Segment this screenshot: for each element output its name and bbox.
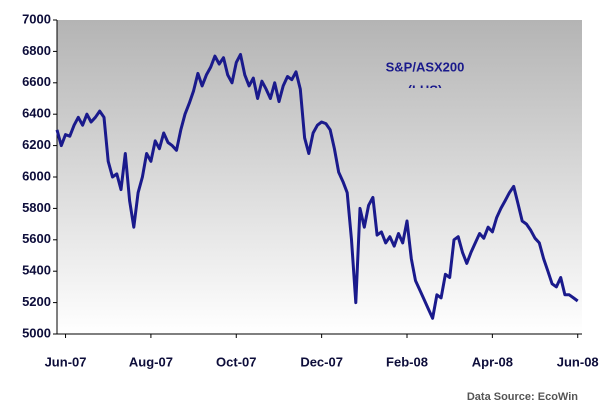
y-tick-label: 6400: [22, 106, 51, 121]
y-tick-label: 5200: [22, 294, 51, 309]
y-tick-label: 5000: [22, 325, 51, 340]
legend-label: S&P/ASX200: [386, 59, 465, 74]
x-tick-label: Jun-07: [45, 354, 87, 369]
plot-area: [57, 20, 582, 334]
x-tick-label: Jun-08: [557, 354, 599, 369]
y-tick-label: 5400: [22, 263, 51, 278]
y-tick-label: 7000: [22, 11, 51, 26]
x-tick-label: Dec-07: [300, 354, 343, 369]
y-tick-label: 6600: [22, 74, 51, 89]
y-tick-label: 5800: [22, 200, 51, 215]
y-tick-label: 6200: [22, 137, 51, 152]
line-series: [55, 53, 579, 320]
annotation: (LHS): [408, 82, 443, 97]
x-tick-label: Feb-08: [386, 354, 428, 369]
y-tick-label: 6800: [22, 43, 51, 58]
x-tick-label: Oct-07: [216, 354, 256, 369]
x-tick-label: Aug-07: [129, 354, 173, 369]
y-tick-label: 5600: [22, 231, 51, 246]
source: Data Source: EcoWin: [467, 391, 578, 403]
x-tick-label: Apr-08: [472, 354, 513, 369]
y-tick-label: 6000: [22, 168, 51, 183]
